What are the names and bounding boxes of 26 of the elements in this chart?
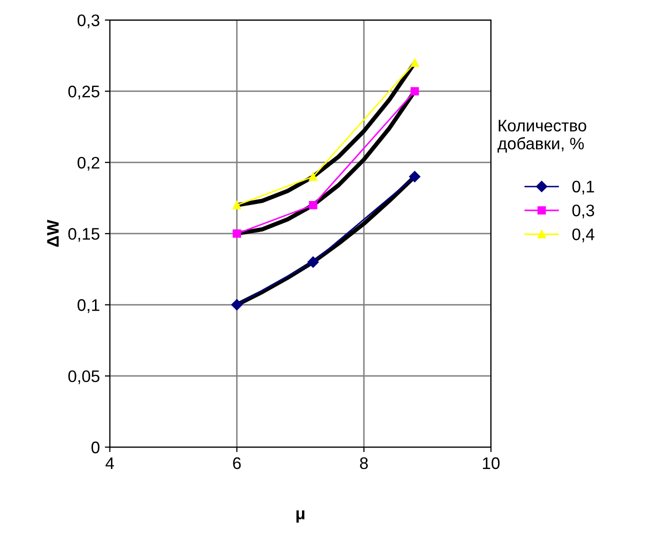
x-tick-label: 6 (233, 457, 241, 470)
y-tick-label: 0,15 (68, 228, 100, 242)
y-tick-label: 0,2 (78, 156, 100, 171)
x-tick-label: 8 (360, 457, 368, 470)
legend-label: 0,3 (572, 204, 594, 218)
x-tick-label: 10 (482, 457, 500, 470)
point (410, 58, 419, 67)
y-tick-label: 0,25 (68, 86, 100, 100)
point (231, 299, 242, 310)
point (307, 256, 319, 268)
legend-label: 0,1 (572, 180, 594, 194)
point (232, 200, 242, 210)
legend-title: Количество добавки, % (498, 120, 586, 153)
y-tick-label: 0,05 (68, 370, 100, 384)
y-tick-label: 0,3 (78, 14, 100, 28)
y-axis-title: ΔW (47, 220, 59, 247)
point (308, 172, 318, 181)
legend-label: 0,4 (572, 228, 594, 242)
x-tick-label: 4 (106, 457, 114, 469)
point (232, 229, 242, 238)
point (308, 200, 318, 210)
y-tick-label: 0,1 (78, 299, 100, 313)
point (409, 171, 420, 182)
y-tick-label: 0 (91, 442, 100, 454)
point (410, 87, 419, 96)
x-axis-title: μ (296, 510, 304, 523)
